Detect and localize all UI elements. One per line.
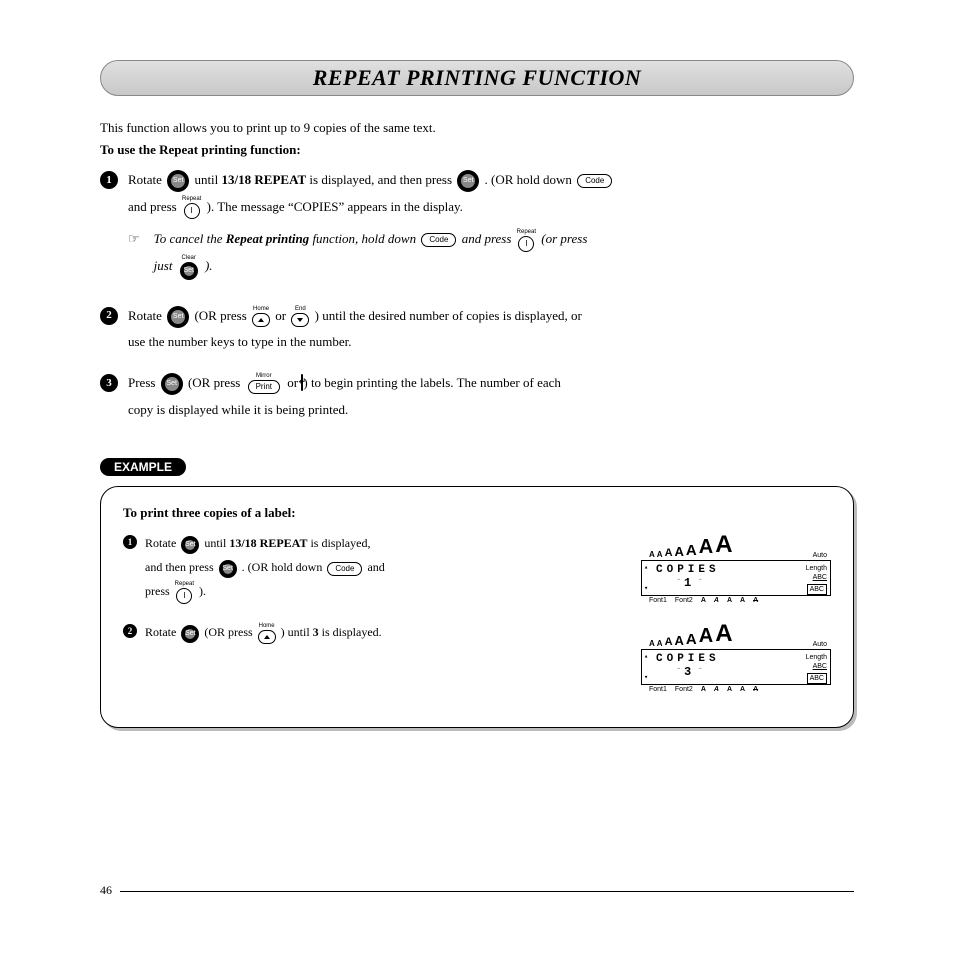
step-2: 2 Rotate (OR press Home or End ) until t…	[100, 304, 854, 357]
step-number-icon: 2	[100, 307, 118, 325]
step-number-icon: 1	[123, 535, 137, 549]
title-bar: REPEAT PRINTING FUNCTION	[100, 60, 854, 96]
down-key-icon: End	[291, 306, 309, 327]
page-title: REPEAT PRINTING FUNCTION	[101, 65, 853, 91]
example-title: To print three copies of a label:	[123, 505, 831, 521]
print-key-icon: Mirror Print	[246, 373, 282, 394]
set-dial-icon	[167, 170, 189, 192]
repeat-key-icon: Repeat I	[175, 581, 194, 604]
clear-key-icon: Clear	[178, 255, 200, 280]
set-dial-icon	[161, 373, 183, 395]
page-number: 46	[100, 883, 112, 898]
set-dial-icon	[219, 560, 237, 578]
note: ☞ To cancel the Repeat printing function…	[128, 227, 854, 281]
step-number-icon: 1	[100, 171, 118, 189]
lcd-display: AAAAAAAAuto▴▾COPIES- -3LengthABCABCFont1…	[641, 620, 831, 693]
example-row: 2 Rotate (OR press Home ) until 3 is dis…	[123, 620, 831, 693]
set-dial-icon	[181, 536, 199, 554]
lcd-display: AAAAAAAAuto▴▾COPIES- -1LengthABCABCFont1…	[641, 531, 831, 604]
example-row: 1 Rotate until 13/18 REPEAT is displayed…	[123, 531, 831, 604]
step-number-icon: 2	[123, 624, 137, 638]
step-body: Rotate until 13/18 REPEAT is displayed, …	[128, 168, 854, 290]
subhead: To use the Repeat printing function:	[100, 142, 854, 158]
set-dial-icon	[457, 170, 479, 192]
repeat-key-icon: Repeat I	[182, 196, 201, 219]
repeat-key-icon: Repeat I	[517, 229, 536, 252]
code-key-icon: Code	[327, 562, 362, 576]
enter-key-icon	[301, 374, 303, 391]
pointing-hand-icon: ☞	[128, 227, 140, 281]
example-box: To print three copies of a label: 1 Rota…	[100, 486, 854, 728]
set-dial-icon	[167, 306, 189, 328]
up-key-icon: Home	[258, 623, 276, 644]
page-rule	[120, 891, 854, 892]
up-key-icon: Home	[252, 306, 270, 327]
code-key-icon: Code	[421, 233, 456, 247]
set-dial-icon	[181, 625, 199, 643]
step-1: 1 Rotate until 13/18 REPEAT is displayed…	[100, 168, 854, 290]
code-key-icon: Code	[577, 174, 612, 188]
intro-text: This function allows you to print up to …	[100, 120, 854, 136]
step-number-icon: 3	[100, 374, 118, 392]
example-badge: EXAMPLE	[100, 458, 186, 476]
step-3: 3 Press (OR press Mirror Print or ) to b…	[100, 371, 854, 424]
